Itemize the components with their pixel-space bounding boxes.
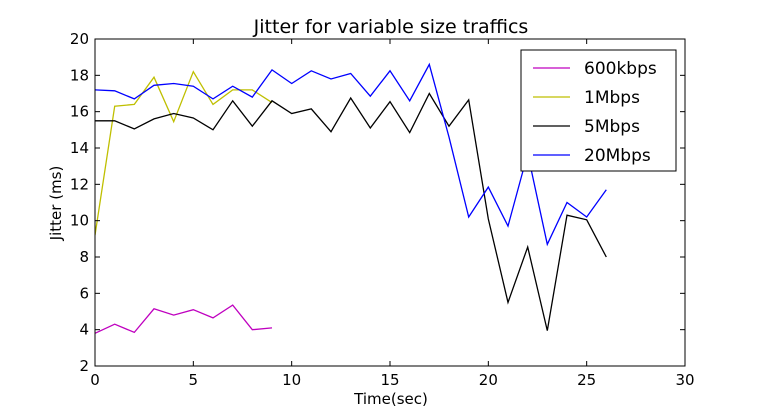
x-axis-label: Time(sec) (353, 390, 428, 407)
y-tick-label: 2 (79, 357, 89, 375)
x-tick-label: 5 (189, 371, 199, 389)
x-tick-label: 20 (479, 371, 498, 389)
legend: 600kbps 1Mbps 5Mbps 20Mbps (520, 49, 677, 172)
series-line-20mbps (95, 62, 607, 247)
y-axis-label: Jitter (ms) (47, 166, 65, 242)
legend-label-20mbps: 20Mbps (584, 146, 651, 166)
y-tick-label: 12 (70, 175, 89, 193)
y-tick-label: 14 (70, 139, 89, 157)
x-tick-label: 10 (282, 371, 301, 389)
legend-box (520, 49, 677, 172)
chart-title: Jitter for variable size traffics (253, 16, 529, 38)
legend-label-1mbps: 1Mbps (584, 88, 640, 108)
x-tick-label: 15 (380, 371, 399, 389)
series-line-1mbps (95, 70, 273, 236)
series-layer (95, 62, 607, 334)
y-tick-label: 18 (70, 66, 89, 84)
y-tick-label: 8 (79, 248, 89, 266)
series-line-5mbps (95, 92, 607, 331)
x-tick-label: 0 (90, 371, 100, 389)
y-tick-label: 20 (70, 30, 89, 48)
series-line-600kbps (95, 304, 273, 334)
y-tick-label: 10 (70, 212, 89, 230)
ticks-layer: 0 5 10 15 20 25 30 2 4 6 8 10 12 14 16 18 20 (70, 30, 695, 389)
y-tick-label: 4 (79, 321, 89, 339)
y-tick-label: 6 (79, 284, 89, 302)
x-tick-label: 25 (577, 371, 596, 389)
y-tick-label: 16 (70, 103, 89, 121)
x-tick-label: 30 (675, 371, 694, 389)
legend-label-600kbps: 600kbps (584, 59, 657, 79)
legend-label-5mbps: 5Mbps (584, 117, 640, 137)
